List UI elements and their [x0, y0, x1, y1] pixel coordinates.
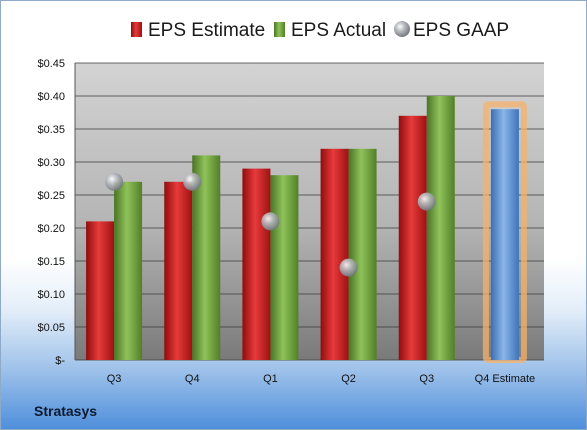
legend-label: EPS GAAP [413, 20, 509, 41]
eps-chart: EPS Estimate EPS Actual EPS GAAP $0.45$0.4… [37, 20, 544, 385]
eps-estimate-bar [86, 221, 115, 360]
legend-label: EPS Actual [291, 20, 386, 41]
eps-actual-bar [270, 175, 299, 360]
legend-label: EPS Estimate [148, 20, 265, 41]
eps-gaap-point [261, 212, 280, 231]
eps-gaap-point [339, 258, 358, 277]
legend-swatch [131, 22, 142, 37]
y-tick-label: $0.05 [37, 322, 65, 334]
eps-gaap-point [417, 192, 436, 211]
y-tick-label: $0.15 [37, 256, 65, 268]
eps-gaap-point [183, 172, 202, 191]
q4-estimate-bar [490, 109, 519, 360]
eps-actual-bar [192, 155, 221, 360]
y-tick-label: $0.35 [37, 124, 65, 136]
eps-actual-bar [114, 181, 143, 360]
eps-gaap-point [105, 172, 124, 191]
y-tick-label: $0.20 [37, 223, 65, 235]
x-axis: Q3 Q4 Q1 Q2 Q3 Q4 Estimate [107, 373, 535, 385]
y-tick-label: $0.10 [37, 289, 65, 301]
plot-area [75, 63, 544, 360]
eps-estimate-bar [242, 168, 271, 360]
company-name: Stratasys [34, 403, 98, 419]
y-tick-label: $- [55, 355, 65, 367]
eps-estimate-bar [164, 181, 193, 360]
gaap-points [105, 172, 436, 277]
legend-item: EPS GAAP [394, 20, 509, 41]
y-tick-label: $0.25 [37, 190, 65, 202]
y-tick-label: $0.45 [37, 58, 65, 70]
y-tick-label: $0.40 [37, 91, 65, 103]
eps-actual-bar [426, 96, 455, 360]
y-axis: $0.45 $0.40 $0.35 $0.30 $0.25 $0.20 $0.15 $0.10… [37, 58, 76, 367]
x-tick-label: Q2 [341, 373, 356, 385]
legend-swatch [394, 21, 410, 37]
eps-actual-bar [348, 148, 377, 360]
x-tick-label: Q4 [185, 373, 200, 385]
bars [86, 96, 527, 363]
y-tick-label: $0.30 [37, 157, 65, 169]
eps-estimate-bar [320, 148, 349, 360]
x-tick-label: Q3 [107, 373, 122, 385]
x-tick-label: Q4 Estimate [475, 373, 536, 385]
legend-item: EPS Estimate [131, 20, 265, 41]
eps-estimate-bar [398, 115, 427, 360]
legend: EPS Estimate EPS Actual EPS GAAP [131, 20, 509, 41]
x-tick-label: Q1 [263, 373, 278, 385]
grid-lines [75, 62, 544, 361]
x-tick-label: Q3 [419, 373, 434, 385]
legend-item: EPS Actual [274, 20, 386, 41]
legend-swatch [274, 22, 285, 37]
